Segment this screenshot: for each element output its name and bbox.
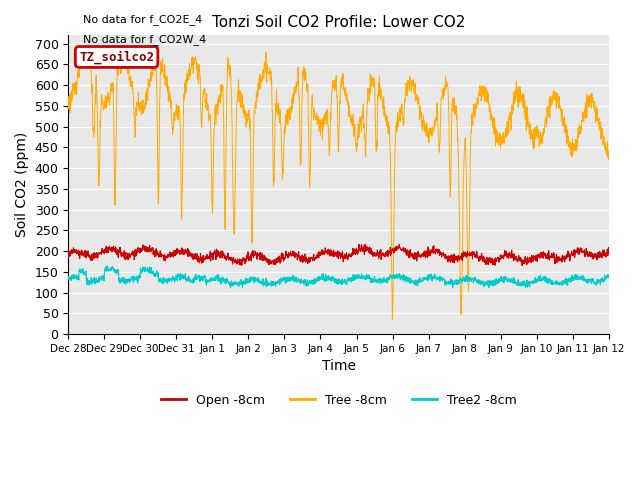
Legend: Open -8cm, Tree -8cm, Tree2 -8cm: Open -8cm, Tree -8cm, Tree2 -8cm <box>156 389 522 411</box>
Text: No data for f_CO2W_4: No data for f_CO2W_4 <box>83 34 207 45</box>
Title: Tonzi Soil CO2 Profile: Lower CO2: Tonzi Soil CO2 Profile: Lower CO2 <box>212 15 465 30</box>
Y-axis label: Soil CO2 (ppm): Soil CO2 (ppm) <box>15 132 29 238</box>
Text: TZ_soilco2: TZ_soilco2 <box>79 50 154 64</box>
X-axis label: Time: Time <box>321 360 355 373</box>
Text: No data for f_CO2E_4: No data for f_CO2E_4 <box>83 14 202 25</box>
